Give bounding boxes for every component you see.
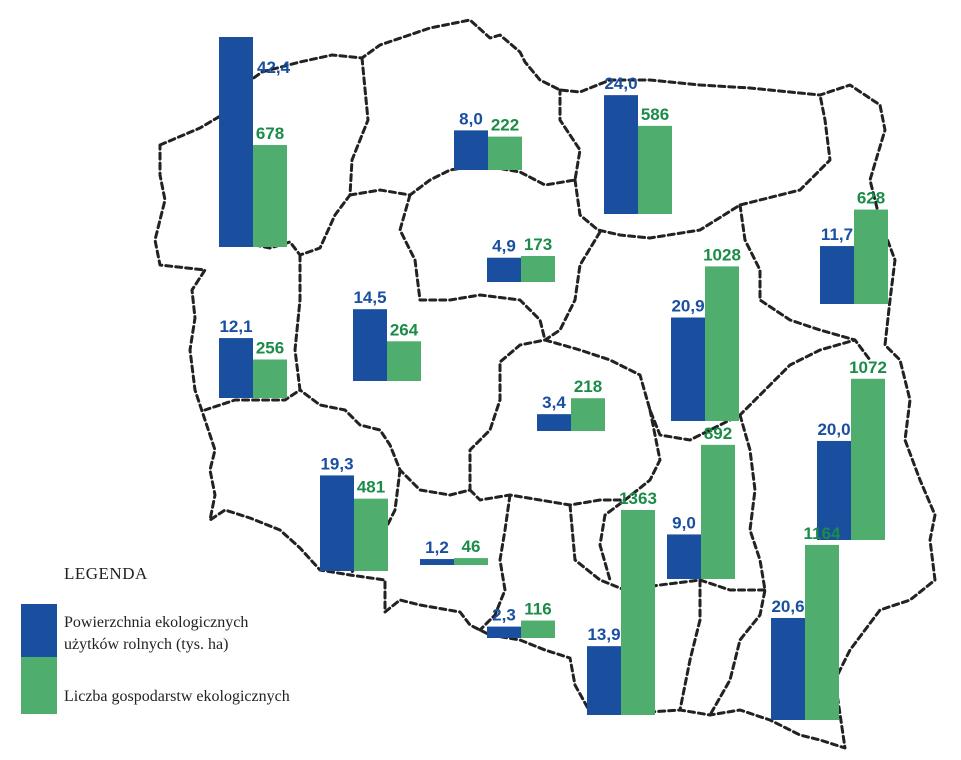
area-bar xyxy=(817,440,851,540)
area-bar xyxy=(537,414,571,431)
area-bar xyxy=(671,317,705,421)
area-value-label: 12,1 xyxy=(219,317,252,336)
area-value-label: 3,4 xyxy=(542,393,566,412)
region-bar-group: 2,3 116 xyxy=(487,600,555,638)
region-bar-group: 8,0 222 xyxy=(454,109,522,170)
farms-value-label: 586 xyxy=(641,105,669,124)
region-border xyxy=(678,578,702,712)
region-bar-group: 20,0 1072 xyxy=(817,358,887,540)
area-bar xyxy=(667,534,701,579)
farms-bar xyxy=(488,136,522,170)
farms-bar xyxy=(854,209,888,304)
region-bar-group: 20,6 1164 xyxy=(771,524,841,720)
region-border xyxy=(573,93,832,240)
farms-value-label: 1363 xyxy=(619,489,657,508)
area-bar xyxy=(587,646,621,715)
farms-value-label: 628 xyxy=(857,189,885,208)
area-bar xyxy=(320,475,354,571)
area-value-label: 9,0 xyxy=(672,513,696,532)
region-bar-group: 42,4 678 xyxy=(219,37,291,247)
region-bar-group: 3,4 218 xyxy=(537,377,605,431)
farms-value-label: 1072 xyxy=(849,358,887,377)
farms-bar xyxy=(521,255,555,282)
area-value-label: 4,9 xyxy=(492,237,516,256)
farms-bar xyxy=(701,444,735,579)
area-value-label: 13,9 xyxy=(587,625,620,644)
farms-bar xyxy=(571,398,605,431)
area-bar xyxy=(487,257,521,282)
area-bar xyxy=(420,559,454,565)
area-bar xyxy=(219,37,253,247)
farms-bar xyxy=(253,359,287,398)
farms-value-label: 256 xyxy=(256,338,284,357)
area-value-label: 20,0 xyxy=(817,420,850,439)
area-bar xyxy=(771,617,805,720)
farms-bar xyxy=(454,558,488,565)
region-border xyxy=(543,338,857,442)
area-bar xyxy=(219,338,253,398)
farms-value-label: 1028 xyxy=(703,245,741,264)
area-bar xyxy=(487,626,521,638)
legend-swatch-farms xyxy=(21,657,57,714)
area-bar xyxy=(454,130,488,170)
area-value-label: 8,0 xyxy=(459,109,483,128)
farms-value-label: 892 xyxy=(704,424,732,443)
area-value-label: 19,3 xyxy=(320,454,353,473)
area-value-label: 11,7 xyxy=(821,225,853,244)
farms-value-label: 218 xyxy=(574,377,602,396)
region-bar-group: 4,9 173 xyxy=(487,235,555,282)
area-value-label: 20,9 xyxy=(671,296,704,315)
region-bar-group: 1,2 46 xyxy=(420,537,488,565)
farms-value-label: 116 xyxy=(524,600,551,619)
farms-value-label: 678 xyxy=(256,124,284,143)
legend-label-farms: Liczba gospodarstw ekologicznych xyxy=(64,688,290,705)
area-bar xyxy=(604,95,638,214)
farms-value-label: 173 xyxy=(524,235,552,254)
legend-swatch-area xyxy=(21,604,57,661)
area-value-label: 20,6 xyxy=(771,597,804,616)
farms-value-label: 222 xyxy=(491,116,519,135)
region-bar-group: 13,9 1363 xyxy=(587,489,657,715)
area-value-label: 14,5 xyxy=(353,288,386,307)
area-value-label: 42,4 xyxy=(257,58,291,77)
farms-bar xyxy=(638,125,672,214)
farms-bar xyxy=(705,266,739,421)
legend-label-area-line1: Powierzchnia ekologicznych xyxy=(64,614,249,631)
legend-title: LEGENDA xyxy=(64,564,148,583)
farms-bar xyxy=(851,378,885,540)
farms-bar xyxy=(805,544,839,720)
farms-bar xyxy=(621,510,655,715)
region-bar-group: 9,0 892 xyxy=(667,424,735,579)
region-border xyxy=(708,413,767,717)
region-border xyxy=(398,193,547,342)
region-bar-group: 20,9 1028 xyxy=(671,245,741,421)
area-value-label: 2,3 xyxy=(492,606,516,625)
region-border xyxy=(738,203,872,362)
region-border xyxy=(478,493,512,632)
farms-bar xyxy=(521,620,555,638)
farms-bar xyxy=(387,341,421,381)
legend-label-area: Powierzchnia ekologicznych użytków rolny… xyxy=(64,612,248,656)
farms-bar xyxy=(253,145,287,247)
area-value-label: 24,0 xyxy=(604,74,637,93)
area-bar xyxy=(820,246,854,304)
farms-value-label: 1164 xyxy=(804,524,841,543)
area-bar xyxy=(353,309,387,381)
farms-value-label: 46 xyxy=(462,537,481,556)
legend-label-area-line2: użytków rolnych (tys. ha) xyxy=(64,636,229,653)
area-value-label: 1,2 xyxy=(425,538,449,557)
region-border xyxy=(468,488,627,507)
farms-value-label: 264 xyxy=(390,320,419,339)
farms-value-label: 481 xyxy=(357,478,385,497)
farms-bar xyxy=(354,498,388,571)
region-border xyxy=(298,230,602,497)
